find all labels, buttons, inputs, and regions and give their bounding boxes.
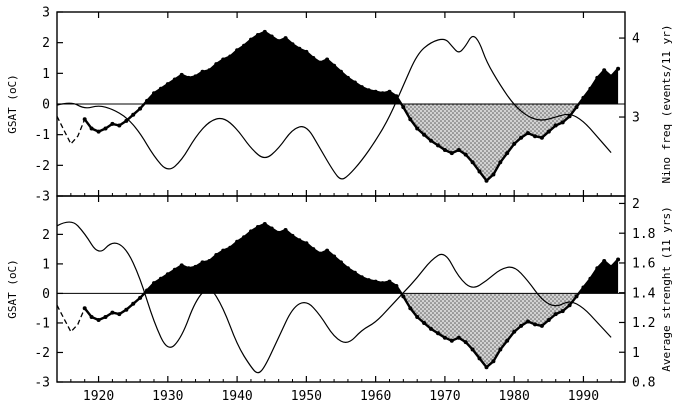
y-right-tick-label: 1.6 xyxy=(632,257,655,272)
right-axis-label: Average strenght (11 yrs) xyxy=(660,206,673,372)
nino-freq-line xyxy=(56,35,612,180)
y-right-tick-label: 1.2 xyxy=(632,316,655,331)
y-left-tick-label: 2 xyxy=(42,36,50,51)
x-tick-label: 1990 xyxy=(568,389,599,404)
y-right-tick-label: 1 xyxy=(632,346,640,361)
x-tick-label: 1960 xyxy=(360,389,391,404)
panel-border xyxy=(56,195,626,383)
gsat-area-positive xyxy=(57,224,619,294)
left-axis-label: GSAT (oC) xyxy=(6,74,19,134)
right-axis-label: Nino freq (events/11 yr) xyxy=(660,25,673,184)
y-left-tick-label: 0 xyxy=(42,98,50,113)
y-left-tick-label: -1 xyxy=(34,317,50,332)
y-right-tick-label: 1.8 xyxy=(632,227,655,242)
x-tick-label: 1940 xyxy=(221,389,252,404)
y-left-tick-label: 1 xyxy=(42,67,50,82)
x-tick-label: 1970 xyxy=(429,389,460,404)
gsat-area-negative xyxy=(401,293,579,368)
x-tick-label: 1950 xyxy=(291,389,322,404)
x-tick-label: 1980 xyxy=(499,389,530,404)
x-tick-label: 1920 xyxy=(83,389,114,404)
y-left-tick-label: -3 xyxy=(34,190,50,205)
gsat-area-negative xyxy=(399,104,619,181)
y-right-tick-label: 3 xyxy=(632,111,640,126)
gsat-line-dashed xyxy=(56,304,86,333)
x-tick-label: 1930 xyxy=(152,389,183,404)
gsat-line-dots xyxy=(82,222,621,370)
avg-strength-line xyxy=(56,221,612,374)
gsat-line-dashed xyxy=(56,116,86,146)
left-axis-label: GSAT (oC) xyxy=(6,259,19,319)
y-left-tick-label: 3 xyxy=(42,6,50,21)
y-right-tick-label: 4 xyxy=(632,32,640,47)
y-left-tick-label: 0 xyxy=(42,287,50,302)
y-left-tick-label: -3 xyxy=(34,376,50,391)
y-left-tick-label: -2 xyxy=(34,159,50,174)
y-right-tick-label: 0.8 xyxy=(632,376,655,391)
gsat-line-dots xyxy=(82,29,621,183)
y-right-tick-label: 2 xyxy=(632,197,640,212)
y-left-tick-label: 2 xyxy=(42,228,50,243)
y-left-tick-label: -2 xyxy=(34,346,50,361)
gsat-area-positive xyxy=(57,31,619,104)
panel-bottom: 2 1 0 -1 -2 -3 2 1.8 1.6 1.4 1.2 1 0.8 1920 1930 1940 19… xyxy=(6,195,673,404)
y-left-tick-label: 1 xyxy=(42,257,50,272)
y-right-tick-label: 1.4 xyxy=(632,286,656,301)
y-left-tick-label: -1 xyxy=(34,128,50,143)
